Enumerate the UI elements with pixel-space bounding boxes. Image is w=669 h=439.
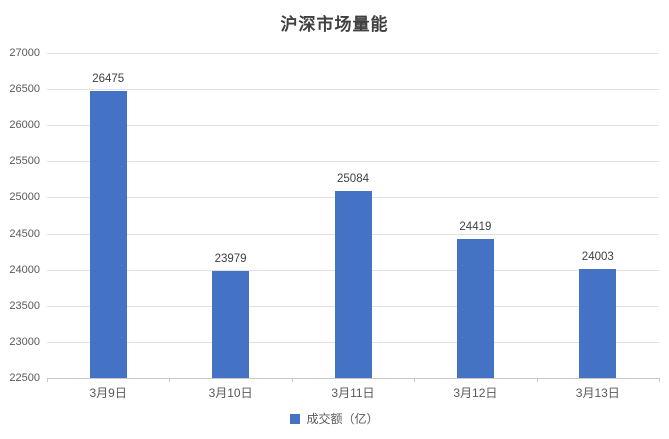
x-axis-tick-mark <box>659 378 660 382</box>
gridline <box>47 53 659 54</box>
x-axis-tick-mark <box>414 378 416 382</box>
bar-3月12日 <box>456 239 494 378</box>
y-axis-tick-label: 26500 <box>9 83 40 96</box>
chart-title: 沪深市场量能 <box>280 15 389 34</box>
x-axis-category-label: 3月13日 <box>575 386 620 400</box>
y-axis-tick-label: 26000 <box>9 119 40 132</box>
gridline <box>47 89 659 91</box>
x-axis-tick-mark <box>536 378 538 382</box>
y-axis-tick-label: 22500 <box>9 372 40 384</box>
bar-3月10日 <box>212 271 250 378</box>
bar-value-label: 25084 <box>337 173 369 186</box>
y-axis-tick-label: 25000 <box>9 191 40 204</box>
plot-area: 22500 23000 23500 24000 24500 25000 25500 26000… <box>9 47 660 400</box>
y-axis-tick-label: 24000 <box>9 263 40 276</box>
y-axis-tick-label: 23500 <box>9 299 40 312</box>
x-axis-category-label: 3月9日 <box>89 386 127 400</box>
x-axis-line <box>47 378 659 379</box>
y-axis-tick-label: 23000 <box>9 335 40 348</box>
x-axis-category-label: 3月10日 <box>208 386 253 400</box>
bar-value-label: 24419 <box>459 221 492 234</box>
legend: 成交额（亿） <box>0 410 669 427</box>
y-axis-tick-label: 27000 <box>9 47 40 59</box>
x-axis-tick-mark <box>47 378 48 382</box>
legend-swatch-icon <box>290 413 301 424</box>
bar-value-label: 26475 <box>92 72 125 85</box>
legend-series-label: 成交额（亿） <box>306 412 379 426</box>
bar-3月9日 <box>89 90 127 378</box>
x-axis-tick-mark <box>291 378 293 382</box>
y-axis-tick-label: 25500 <box>9 155 40 168</box>
gridline <box>47 125 659 127</box>
bar-3月11日 <box>334 191 372 378</box>
x-axis-tick-mark <box>169 378 171 382</box>
x-axis-category-label: 3月12日 <box>453 386 498 400</box>
bar-value-label: 23979 <box>214 253 247 266</box>
x-axis-category-label: 3月11日 <box>331 386 375 400</box>
gridline <box>47 161 659 163</box>
bar-3月13日 <box>579 269 617 378</box>
bar-value-label: 24003 <box>581 251 614 264</box>
y-axis-tick-label: 24500 <box>9 227 40 240</box>
